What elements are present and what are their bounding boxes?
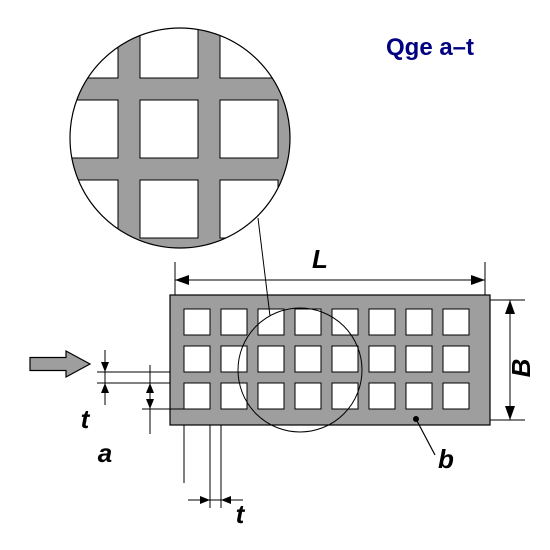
svg-text:t: t <box>236 499 246 529</box>
svg-text:B: B <box>506 359 536 378</box>
svg-text:t: t <box>81 404 91 434</box>
svg-text:Qge a–t: Qge a–t <box>386 34 474 61</box>
svg-text:L: L <box>312 244 328 274</box>
svg-text:a: a <box>98 438 112 468</box>
svg-text:b: b <box>438 444 454 474</box>
